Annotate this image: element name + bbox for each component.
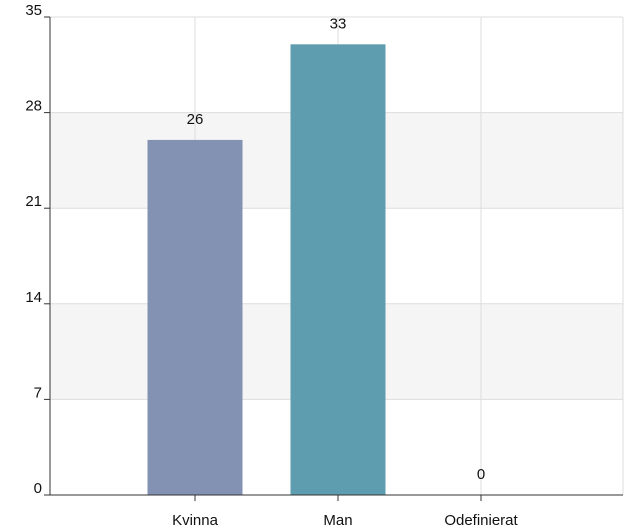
- y-tick-label: 7: [34, 384, 42, 401]
- data-labels: 26 33 0: [187, 15, 486, 483]
- axes: [44, 16, 623, 501]
- bar-kvinna: [147, 139, 243, 495]
- y-tick-labels: 0 7 14 21 28 35: [25, 2, 42, 497]
- x-tick-labels: Kvinna Man Odefinierat: [172, 512, 518, 529]
- x-tick-label: Odefinierat: [444, 512, 518, 529]
- x-tick-label: Man: [323, 512, 352, 529]
- y-tick-label: 0: [34, 480, 42, 497]
- bar-man: [290, 44, 386, 496]
- x-tick-label: Kvinna: [172, 512, 219, 529]
- y-tick-label: 35: [25, 2, 42, 19]
- y-tick-label: 28: [25, 98, 42, 115]
- y-tick-label: 21: [25, 193, 42, 210]
- bars: [147, 44, 386, 496]
- data-label: 33: [330, 15, 347, 32]
- data-label: 26: [187, 111, 204, 128]
- data-label: 0: [477, 466, 485, 483]
- y-tick-label: 14: [25, 289, 42, 306]
